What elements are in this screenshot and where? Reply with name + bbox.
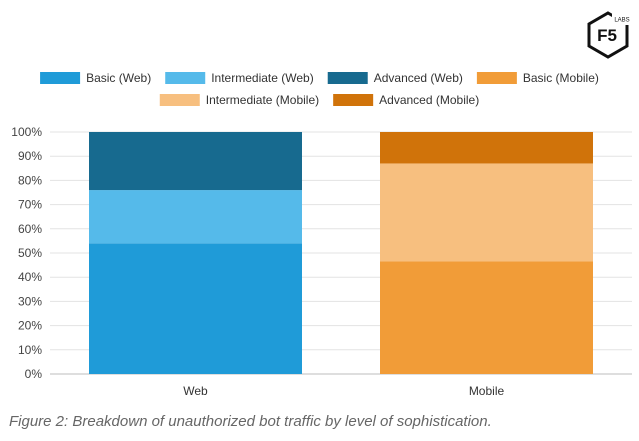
legend-label: Basic (Mobile): [523, 71, 599, 85]
legend-label: Intermediate (Web): [211, 71, 314, 85]
legend-item-intermediate-web: Intermediate (Web): [165, 71, 314, 85]
legend-label: Intermediate (Mobile): [206, 93, 319, 107]
legend-item-basic-mobile: Basic (Mobile): [476, 71, 599, 85]
y-tick-label: 80%: [18, 173, 42, 187]
y-tick-label: 50%: [18, 246, 42, 260]
legend-swatch: [476, 72, 517, 84]
y-tick-label: 20%: [18, 319, 42, 333]
bar-mobile-advanced-mobile: [380, 132, 593, 164]
legend-item-advanced-mobile: Advanced (Mobile): [333, 93, 479, 107]
legend-swatch: [40, 72, 81, 84]
y-tick-label: 0%: [25, 367, 43, 381]
y-tick-label: 30%: [18, 294, 42, 308]
bar-mobile-basic-mobile: [380, 261, 593, 374]
y-tick-label: 90%: [18, 149, 42, 163]
legend-swatch: [159, 94, 200, 106]
legend-swatch: [327, 72, 368, 84]
x-tick-label: Web: [183, 384, 208, 398]
bar-web-basic-web: [89, 243, 302, 374]
legend-item-advanced-web: Advanced (Web): [327, 71, 463, 85]
figure-caption: Figure 2: Breakdown of unauthorized bot …: [9, 413, 492, 430]
f5-labs-logo: LABS F5: [587, 11, 632, 59]
x-tick-label: Mobile: [469, 384, 505, 398]
legend-label: Basic (Web): [86, 71, 151, 85]
bars: [89, 132, 593, 374]
logo-subtext: LABS: [614, 18, 629, 24]
legend-item-basic-web: Basic (Web): [40, 71, 151, 85]
legend: Basic (Web) Intermediate (Web) Advanced (W…: [40, 71, 599, 107]
bar-mobile-intermediate-mobile: [380, 163, 593, 262]
logo-text: F5: [597, 26, 617, 45]
legend-swatch: [165, 72, 206, 84]
legend-label: Advanced (Mobile): [379, 93, 479, 107]
y-tick-label: 70%: [18, 198, 42, 212]
y-tick-label: 60%: [18, 222, 42, 236]
legend-swatch: [333, 94, 374, 106]
y-tick-label: 100%: [11, 125, 42, 139]
y-tick-label: 40%: [18, 270, 42, 284]
stacked-bar-chart: Basic (Web) Intermediate (Web) Advanced (W…: [11, 71, 632, 398]
legend-item-intermediate-mobile: Intermediate (Mobile): [159, 93, 319, 107]
x-axis: Web Mobile: [183, 384, 504, 398]
legend-label: Advanced (Web): [374, 71, 463, 85]
bar-web-intermediate-web: [89, 190, 302, 244]
y-tick-label: 10%: [18, 343, 42, 357]
y-axis: 0% 10% 20% 30% 40% 50% 60% 70% 80% 90% 100%: [11, 125, 42, 381]
bar-web-advanced-web: [89, 132, 302, 191]
